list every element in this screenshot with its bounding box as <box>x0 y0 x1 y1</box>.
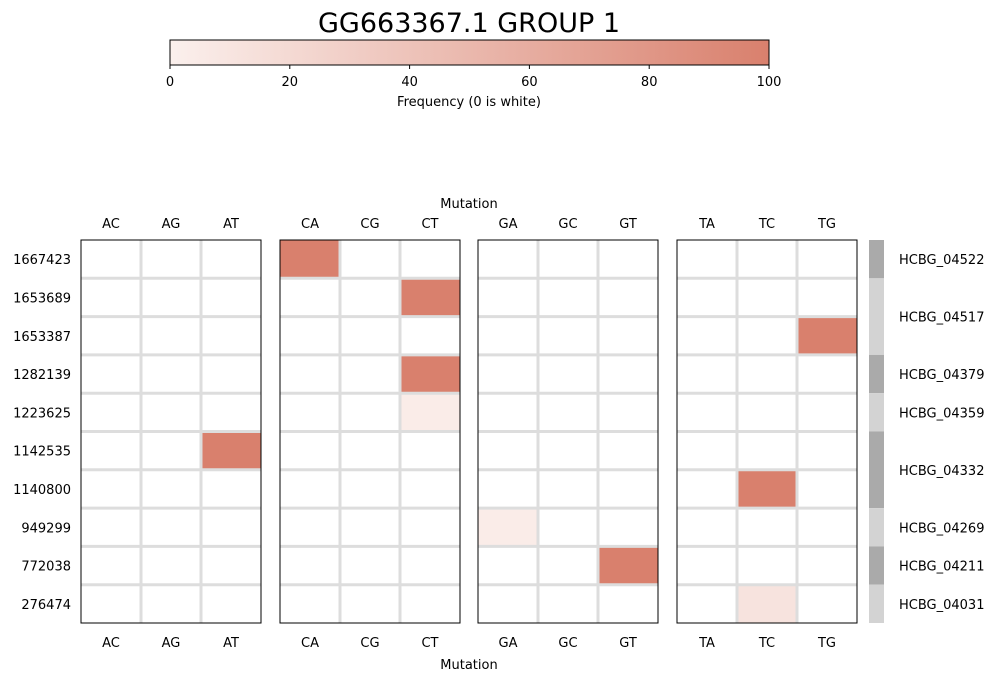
heatmap-panel: AC AC AG AG AT AT <box>80 217 262 651</box>
colorbar-label: Frequency (0 is white) <box>397 95 541 110</box>
panel-frame <box>279 239 461 624</box>
gene-block <box>869 546 884 585</box>
column-label-top: AT <box>223 217 239 232</box>
chart-title: GG663367.1 GROUP 1 <box>318 8 620 39</box>
heatmap-cell <box>400 278 460 317</box>
row-label: 1223625 <box>13 406 71 421</box>
heatmap-cell <box>201 431 261 470</box>
column-label-bottom: AT <box>223 636 239 651</box>
panel-frame <box>477 239 659 624</box>
row-label: 772038 <box>21 560 71 575</box>
gene-block <box>869 354 884 394</box>
column-label-bottom: GC <box>558 636 577 651</box>
colorbar-tick-label: 80 <box>641 75 658 90</box>
column-label-bottom: CT <box>421 636 438 651</box>
gene-block <box>869 278 884 355</box>
colorbar-tick-label: 40 <box>401 75 418 90</box>
heatmap-cell <box>598 546 658 585</box>
column-label-bottom: TC <box>758 636 775 651</box>
heatmap-panel: CA CA CG CG CT CT <box>279 217 461 651</box>
gene-block <box>869 393 884 432</box>
column-label-top: GA <box>499 217 518 232</box>
gene-block <box>869 431 884 509</box>
column-label-top: CG <box>360 217 379 232</box>
column-label-top: AC <box>102 217 120 232</box>
column-label-bottom: TG <box>817 636 836 651</box>
gene-track: HCBG_04522 HCBG_04517 HCBG_04379 HCBG_04359… <box>869 240 984 623</box>
colorbar-gradient <box>169 39 770 66</box>
row-label: 1142535 <box>13 445 71 460</box>
row-label: 276474 <box>21 598 71 613</box>
colorbar-tick-label: 100 <box>757 75 782 90</box>
gene-label: HCBG_04522 <box>899 253 984 268</box>
column-label-top: TA <box>698 217 715 232</box>
heatmap-panels: ACACAGAGATATCACACGCGCTCTGAGAGCGCGTGTTATA… <box>80 217 858 651</box>
column-label-bottom: GA <box>499 636 518 651</box>
row-label: 1653387 <box>13 330 71 345</box>
panel-frame <box>80 239 262 624</box>
colorbar-tick-label: 0 <box>166 75 174 90</box>
column-label-bottom: CA <box>301 636 319 651</box>
gene-label: HCBG_04359 <box>899 406 984 421</box>
heatmap-cell <box>400 393 460 432</box>
column-label-top: GT <box>619 217 637 232</box>
row-label: 1667423 <box>13 253 71 268</box>
heatmap-cell <box>400 354 460 394</box>
colorbar-tick-label: 60 <box>521 75 538 90</box>
column-label-top: GC <box>558 217 577 232</box>
column-label-top: CT <box>421 217 438 232</box>
heatmap-cell <box>737 584 797 623</box>
colorbar-tick-label: 20 <box>282 75 299 90</box>
column-label-bottom: AG <box>162 636 181 651</box>
gene-block <box>869 508 884 547</box>
gene-label: HCBG_04031 <box>899 598 984 613</box>
column-label-top: AG <box>162 217 181 232</box>
gene-label: HCBG_04517 <box>899 311 984 326</box>
heatmap-cell <box>737 469 797 509</box>
heatmap-panel: GA GA GC GC GT GT <box>477 217 659 651</box>
heatmap-cell <box>478 508 538 547</box>
heatmap-panel: TA TA TC TC TG TG <box>676 217 858 651</box>
column-label-bottom: CG <box>360 636 379 651</box>
x-axis-label-top: Mutation <box>440 197 497 212</box>
gene-label: HCBG_04379 <box>899 368 984 383</box>
gene-label: HCBG_04211 <box>899 560 984 575</box>
x-axis-label-bottom: Mutation <box>440 658 497 673</box>
row-labels: 1667423 1653689 1653387 1282139 1223625 11425… <box>13 253 71 613</box>
column-label-top: CA <box>301 217 319 232</box>
heatmap-cell <box>797 316 857 355</box>
gene-label: HCBG_04332 <box>899 464 984 479</box>
gene-label: HCBG_04269 <box>899 521 984 536</box>
row-label: 1653689 <box>13 291 71 306</box>
column-label-bottom: AC <box>102 636 120 651</box>
row-label: 949299 <box>21 521 71 536</box>
heatmap-cell <box>280 240 340 279</box>
column-label-top: TC <box>758 217 775 232</box>
column-label-bottom: TA <box>698 636 715 651</box>
row-label: 1282139 <box>13 368 71 383</box>
row-label: 1140800 <box>13 483 71 498</box>
column-label-bottom: GT <box>619 636 637 651</box>
panel-frame <box>676 239 858 624</box>
gene-block <box>869 584 884 623</box>
gene-block <box>869 240 884 279</box>
colorbar: 0 20 40 60 80 100 <box>166 39 782 90</box>
column-label-top: TG <box>817 217 836 232</box>
